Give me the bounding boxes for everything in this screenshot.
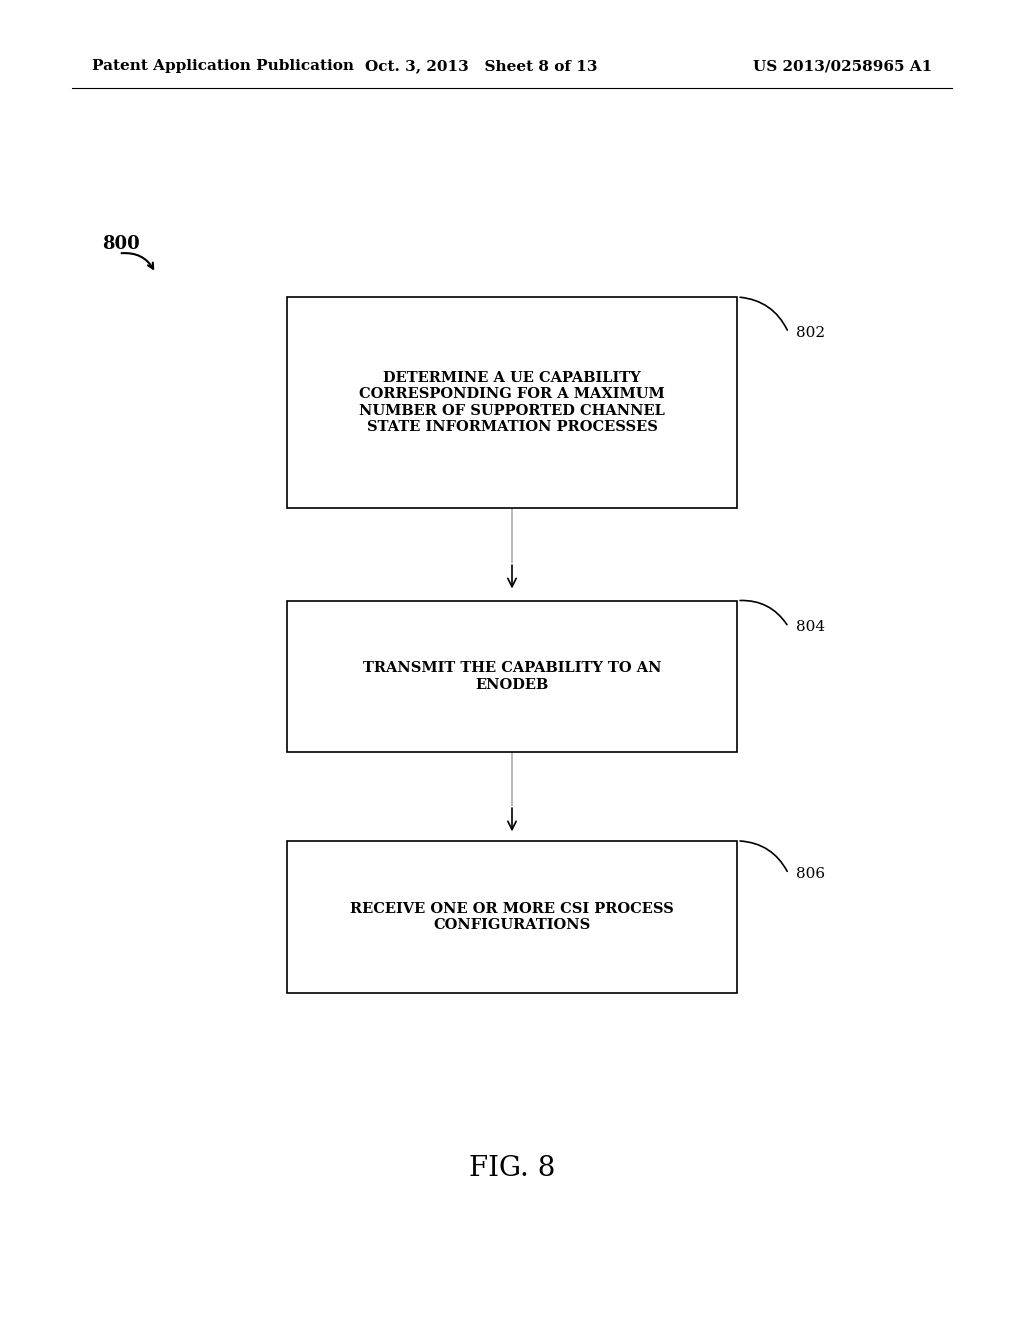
Bar bbox=[287, 601, 737, 752]
Text: FIG. 8: FIG. 8 bbox=[469, 1155, 555, 1181]
Text: Oct. 3, 2013   Sheet 8 of 13: Oct. 3, 2013 Sheet 8 of 13 bbox=[365, 59, 598, 74]
Text: TRANSMIT THE CAPABILITY TO AN
ENODEB: TRANSMIT THE CAPABILITY TO AN ENODEB bbox=[362, 661, 662, 692]
Text: DETERMINE A UE CAPABILITY
CORRESPONDING FOR A MAXIMUM
NUMBER OF SUPPORTED CHANNE: DETERMINE A UE CAPABILITY CORRESPONDING … bbox=[359, 371, 665, 434]
Text: US 2013/0258965 A1: US 2013/0258965 A1 bbox=[753, 59, 932, 74]
Text: 804: 804 bbox=[796, 620, 824, 634]
Text: RECEIVE ONE OR MORE CSI PROCESS
CONFIGURATIONS: RECEIVE ONE OR MORE CSI PROCESS CONFIGUR… bbox=[350, 902, 674, 932]
Text: 802: 802 bbox=[796, 326, 824, 339]
Text: Patent Application Publication: Patent Application Publication bbox=[92, 59, 354, 74]
Text: 806: 806 bbox=[796, 867, 824, 880]
Text: 800: 800 bbox=[102, 235, 140, 253]
Bar bbox=[287, 841, 737, 993]
Bar bbox=[287, 297, 737, 508]
